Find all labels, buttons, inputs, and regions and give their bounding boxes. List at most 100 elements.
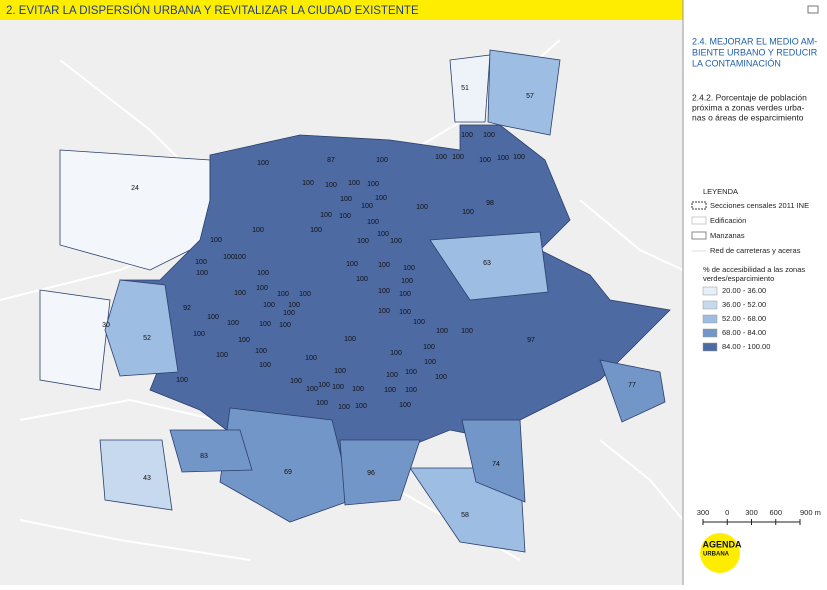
legend-swatch xyxy=(702,300,718,310)
section-label: 100 xyxy=(290,378,302,385)
legend-label: 68.00 - 84.00 xyxy=(722,328,766,337)
section-label: 100 xyxy=(384,387,396,394)
legend-label: 20.00 - 36.00 xyxy=(722,286,766,295)
corner-icon xyxy=(807,5,819,14)
legend-swatch xyxy=(702,342,718,352)
section-label: 100 xyxy=(338,404,350,411)
section-label: 100 xyxy=(332,384,344,391)
legend-symbol xyxy=(691,201,707,210)
legend-subtitle: verdes/esparcimiento xyxy=(703,274,774,283)
section xyxy=(99,439,173,511)
section-label: 100 xyxy=(461,328,473,335)
section-label: 96 xyxy=(367,470,375,477)
section xyxy=(599,359,666,423)
scale-label: 300 xyxy=(697,508,710,517)
section xyxy=(169,429,253,473)
section-heading: BIENTE URBANO Y REDUCIR xyxy=(692,47,818,57)
section-label: 100 xyxy=(355,403,367,410)
scale-label: 600 xyxy=(769,508,782,517)
section-label: 100 xyxy=(416,204,428,211)
logo-text: URBANA xyxy=(703,552,730,558)
section xyxy=(339,439,421,506)
indicator-title: nas o áreas de esparcimiento xyxy=(692,112,804,122)
legend-label: 36.00 - 52.00 xyxy=(722,300,766,309)
section-label: 77 xyxy=(628,382,636,389)
legend-swatch xyxy=(702,328,718,338)
section-heading: 2.4. MEJORAR EL MEDIO AM- xyxy=(692,36,817,46)
section-label: 100 xyxy=(196,270,208,277)
legend-label: Manzanas xyxy=(710,231,745,240)
section-label: 100 xyxy=(257,270,269,277)
legend-label: 84.00 - 100.00 xyxy=(722,342,770,351)
section-label: 100 xyxy=(361,203,373,210)
indicator-title: 2.4.2. Porcentaje de población xyxy=(692,92,807,102)
section-label: 100 xyxy=(238,337,250,344)
section-label: 100 xyxy=(299,291,311,298)
section-label: 100 xyxy=(423,344,435,351)
legend-symbol xyxy=(691,216,707,225)
section-label: 100 xyxy=(310,227,322,234)
section-label: 97 xyxy=(527,337,535,344)
section-label: 100 xyxy=(348,180,360,187)
legend-swatch xyxy=(702,314,718,324)
indicator-title: próxima a zonas verdes urba- xyxy=(692,102,805,112)
section-label: 100 xyxy=(399,402,411,409)
section-label: 100 xyxy=(436,328,448,335)
scale-label: 300 xyxy=(745,508,758,517)
section-label: 100 xyxy=(223,254,235,261)
legend-subtitle: % de accesibilidad a las zonas xyxy=(703,265,805,274)
section-label: 69 xyxy=(284,469,292,476)
section-label: 57 xyxy=(526,93,534,100)
section-label: 100 xyxy=(356,276,368,283)
section-label: 52 xyxy=(143,335,151,342)
section-labels: 51 57 24 87 98 63 92 30 52 97 77 83 69 96 74 43 58 100 100… xyxy=(102,85,636,519)
section-label: 100 xyxy=(375,195,387,202)
street xyxy=(599,439,684,521)
section-label: 100 xyxy=(378,288,390,295)
section-label: 100 xyxy=(461,132,473,139)
section-label: 100 xyxy=(306,386,318,393)
section-label: 100 xyxy=(513,154,525,161)
section-label: 100 xyxy=(227,320,239,327)
header-bar xyxy=(0,0,683,20)
section-label: 100 xyxy=(399,309,411,316)
section-label: 100 xyxy=(479,157,491,164)
section-label: 63 xyxy=(483,260,491,267)
section-label: 100 xyxy=(462,209,474,216)
section-label: 100 xyxy=(424,359,436,366)
section-label: 98 xyxy=(486,200,494,207)
section-label: 100 xyxy=(305,355,317,362)
section xyxy=(449,54,491,123)
section-label: 83 xyxy=(200,453,208,460)
section-label: 100 xyxy=(390,238,402,245)
section-label: 100 xyxy=(378,262,390,269)
section-label: 24 xyxy=(131,185,139,192)
section xyxy=(104,279,179,377)
scale-label: 0 xyxy=(725,508,729,517)
section-label: 100 xyxy=(316,400,328,407)
legend-symbol xyxy=(691,231,707,240)
section-label: 100 xyxy=(257,160,269,167)
section-label: 100 xyxy=(483,132,495,139)
legend-title: LEYENDA xyxy=(703,187,738,196)
section-label: 58 xyxy=(461,512,469,519)
side-panel: 2.4. MEJORAR EL MEDIO AM-BIENTE URBANO Y… xyxy=(691,36,821,525)
section-label: 100 xyxy=(256,285,268,292)
section-label: 100 xyxy=(320,212,332,219)
legend-label: 52.00 - 68.00 xyxy=(722,314,766,323)
section-label: 100 xyxy=(339,213,351,220)
section-label: 74 xyxy=(492,461,500,468)
section xyxy=(487,49,561,136)
scale-label: 900 m xyxy=(800,508,821,517)
section-label: 100 xyxy=(193,331,205,338)
section-heading: LA CONTAMINACIÓN xyxy=(692,58,781,68)
section-label: 100 xyxy=(255,348,267,355)
section-label: 100 xyxy=(497,155,509,162)
legend-label: Edificación xyxy=(710,216,746,225)
section-label: 100 xyxy=(234,290,246,297)
section-label: 100 xyxy=(399,291,411,298)
section-label: 100 xyxy=(405,387,417,394)
section-label: 100 xyxy=(325,182,337,189)
section-label: 100 xyxy=(367,219,379,226)
